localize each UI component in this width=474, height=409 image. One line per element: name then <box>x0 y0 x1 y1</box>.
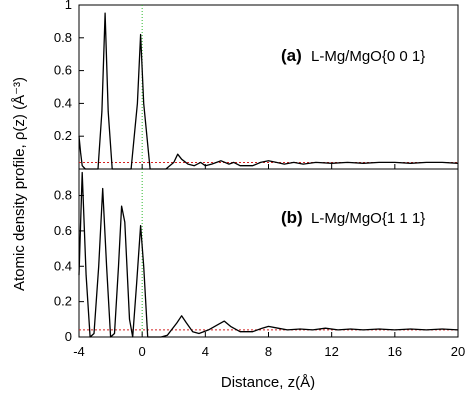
panel-b-tag: (b) <box>281 208 303 227</box>
panel-b-y-tick-label: 0.8 <box>54 188 72 203</box>
panel-b-y-tick-label: 0.2 <box>54 294 72 309</box>
panel-b-y-tick-label: 0.6 <box>54 223 72 238</box>
x-axis-title: Distance, z(Å) <box>221 374 315 391</box>
panel-b-x-tick-label: 12 <box>324 344 338 359</box>
panel-a-y-tick-label: 0.6 <box>54 63 72 78</box>
panel-b-x-tick-label: -4 <box>73 344 85 359</box>
panel-a-name: L-Mg/MgO{0 0 1} <box>311 48 425 65</box>
panel-b-x-tick-label: 20 <box>451 344 465 359</box>
panel-b-density-line <box>78 171 459 338</box>
panel-a-density-line <box>78 12 459 170</box>
panel-a-y-tick-label: 0.2 <box>54 128 72 143</box>
panel-a-plot: 0.2 0.4 0.6 0.8 1 <box>54 0 459 170</box>
panel-b-x-tick-label: 8 <box>265 344 272 359</box>
panel-a-y-tick-label: 0.4 <box>54 95 72 110</box>
panel-b-x-tick-label: 4 <box>202 344 209 359</box>
panel-a-frame <box>78 4 459 170</box>
panel-b-y-tick-label: 0 <box>65 329 72 344</box>
panel-a-tag: (a) <box>281 46 302 65</box>
panel-a-y-tick-label: 1 <box>65 0 72 12</box>
panel-b-y-tick-label: 0.4 <box>54 258 72 273</box>
panel-b-x-tick-label: 0 <box>139 344 146 359</box>
panel-b-plot: 00.20.40.60.8-4 0 4 8 12 16 20 <box>54 168 465 359</box>
y-axis-title: Atomic density profile, ρ(z) (Å⁻³) <box>11 77 28 291</box>
panel-b-name: L-Mg/MgO{1 1 1} <box>311 210 425 227</box>
panel-a-y-tick-label: 0.8 <box>54 30 72 45</box>
panel-b-x-tick-label: 16 <box>388 344 402 359</box>
panel-b-frame <box>78 168 459 338</box>
